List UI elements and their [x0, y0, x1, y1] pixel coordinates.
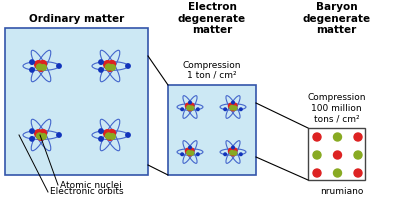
Circle shape	[230, 151, 234, 155]
Circle shape	[354, 151, 362, 159]
Circle shape	[57, 64, 61, 68]
Circle shape	[224, 108, 226, 111]
Circle shape	[40, 130, 46, 136]
Text: Ordinary matter: Ordinary matter	[29, 14, 124, 24]
Circle shape	[186, 103, 191, 109]
Text: Baryon
degenerate
matter: Baryon degenerate matter	[302, 2, 370, 35]
Circle shape	[37, 133, 45, 140]
Circle shape	[232, 146, 234, 149]
Circle shape	[187, 105, 193, 111]
Circle shape	[334, 169, 342, 177]
Circle shape	[187, 150, 193, 156]
Circle shape	[189, 101, 191, 104]
Text: Atomic nuclei: Atomic nuclei	[60, 180, 122, 190]
Bar	[308, 128, 365, 180]
Circle shape	[186, 148, 191, 154]
Circle shape	[35, 61, 42, 68]
Circle shape	[228, 103, 234, 109]
Circle shape	[108, 60, 116, 68]
Circle shape	[106, 133, 112, 139]
Circle shape	[189, 148, 194, 153]
Circle shape	[196, 108, 199, 111]
Circle shape	[230, 106, 234, 110]
Circle shape	[240, 108, 242, 111]
Circle shape	[126, 133, 130, 137]
Circle shape	[41, 134, 46, 139]
Circle shape	[187, 151, 191, 155]
Text: Compression
100 million
tons / cm²: Compression 100 million tons / cm²	[307, 93, 366, 123]
Circle shape	[110, 65, 115, 70]
Circle shape	[313, 169, 321, 177]
Circle shape	[99, 129, 103, 133]
Circle shape	[230, 105, 236, 111]
Circle shape	[30, 60, 34, 64]
Circle shape	[110, 134, 115, 139]
Circle shape	[181, 153, 184, 156]
Circle shape	[36, 64, 42, 70]
Circle shape	[104, 130, 111, 137]
Text: nrumiano: nrumiano	[320, 188, 363, 196]
Circle shape	[190, 151, 194, 155]
Circle shape	[232, 101, 234, 104]
Circle shape	[232, 103, 237, 108]
Bar	[5, 28, 148, 175]
Text: Electronic orbits: Electronic orbits	[50, 188, 124, 196]
Circle shape	[187, 106, 191, 110]
Circle shape	[30, 68, 34, 72]
Circle shape	[354, 133, 362, 141]
Circle shape	[313, 133, 321, 141]
Circle shape	[106, 64, 114, 71]
Circle shape	[189, 103, 194, 108]
Circle shape	[41, 65, 46, 70]
Text: Compression
1 ton / cm²: Compression 1 ton / cm²	[183, 61, 241, 80]
Circle shape	[233, 151, 237, 155]
Circle shape	[106, 133, 114, 140]
Circle shape	[334, 133, 342, 141]
Circle shape	[40, 60, 46, 68]
Circle shape	[108, 130, 116, 136]
Circle shape	[233, 106, 237, 110]
Circle shape	[189, 146, 191, 149]
Circle shape	[35, 130, 42, 137]
Bar	[168, 85, 256, 175]
Circle shape	[99, 68, 103, 72]
Circle shape	[354, 169, 362, 177]
Circle shape	[126, 64, 130, 68]
Circle shape	[30, 137, 34, 141]
Circle shape	[106, 64, 112, 70]
Circle shape	[240, 153, 242, 156]
Circle shape	[313, 151, 321, 159]
Circle shape	[181, 108, 184, 111]
Circle shape	[228, 148, 234, 154]
Circle shape	[196, 153, 199, 156]
Circle shape	[30, 129, 34, 133]
Circle shape	[36, 133, 42, 139]
Circle shape	[190, 106, 194, 110]
Circle shape	[224, 153, 226, 156]
Circle shape	[230, 150, 236, 156]
Circle shape	[99, 137, 103, 141]
Text: Electron
degenerate
matter: Electron degenerate matter	[178, 2, 246, 35]
Circle shape	[232, 148, 237, 153]
Circle shape	[57, 133, 61, 137]
Circle shape	[104, 61, 111, 68]
Circle shape	[334, 151, 342, 159]
Circle shape	[99, 60, 103, 64]
Circle shape	[37, 64, 45, 71]
